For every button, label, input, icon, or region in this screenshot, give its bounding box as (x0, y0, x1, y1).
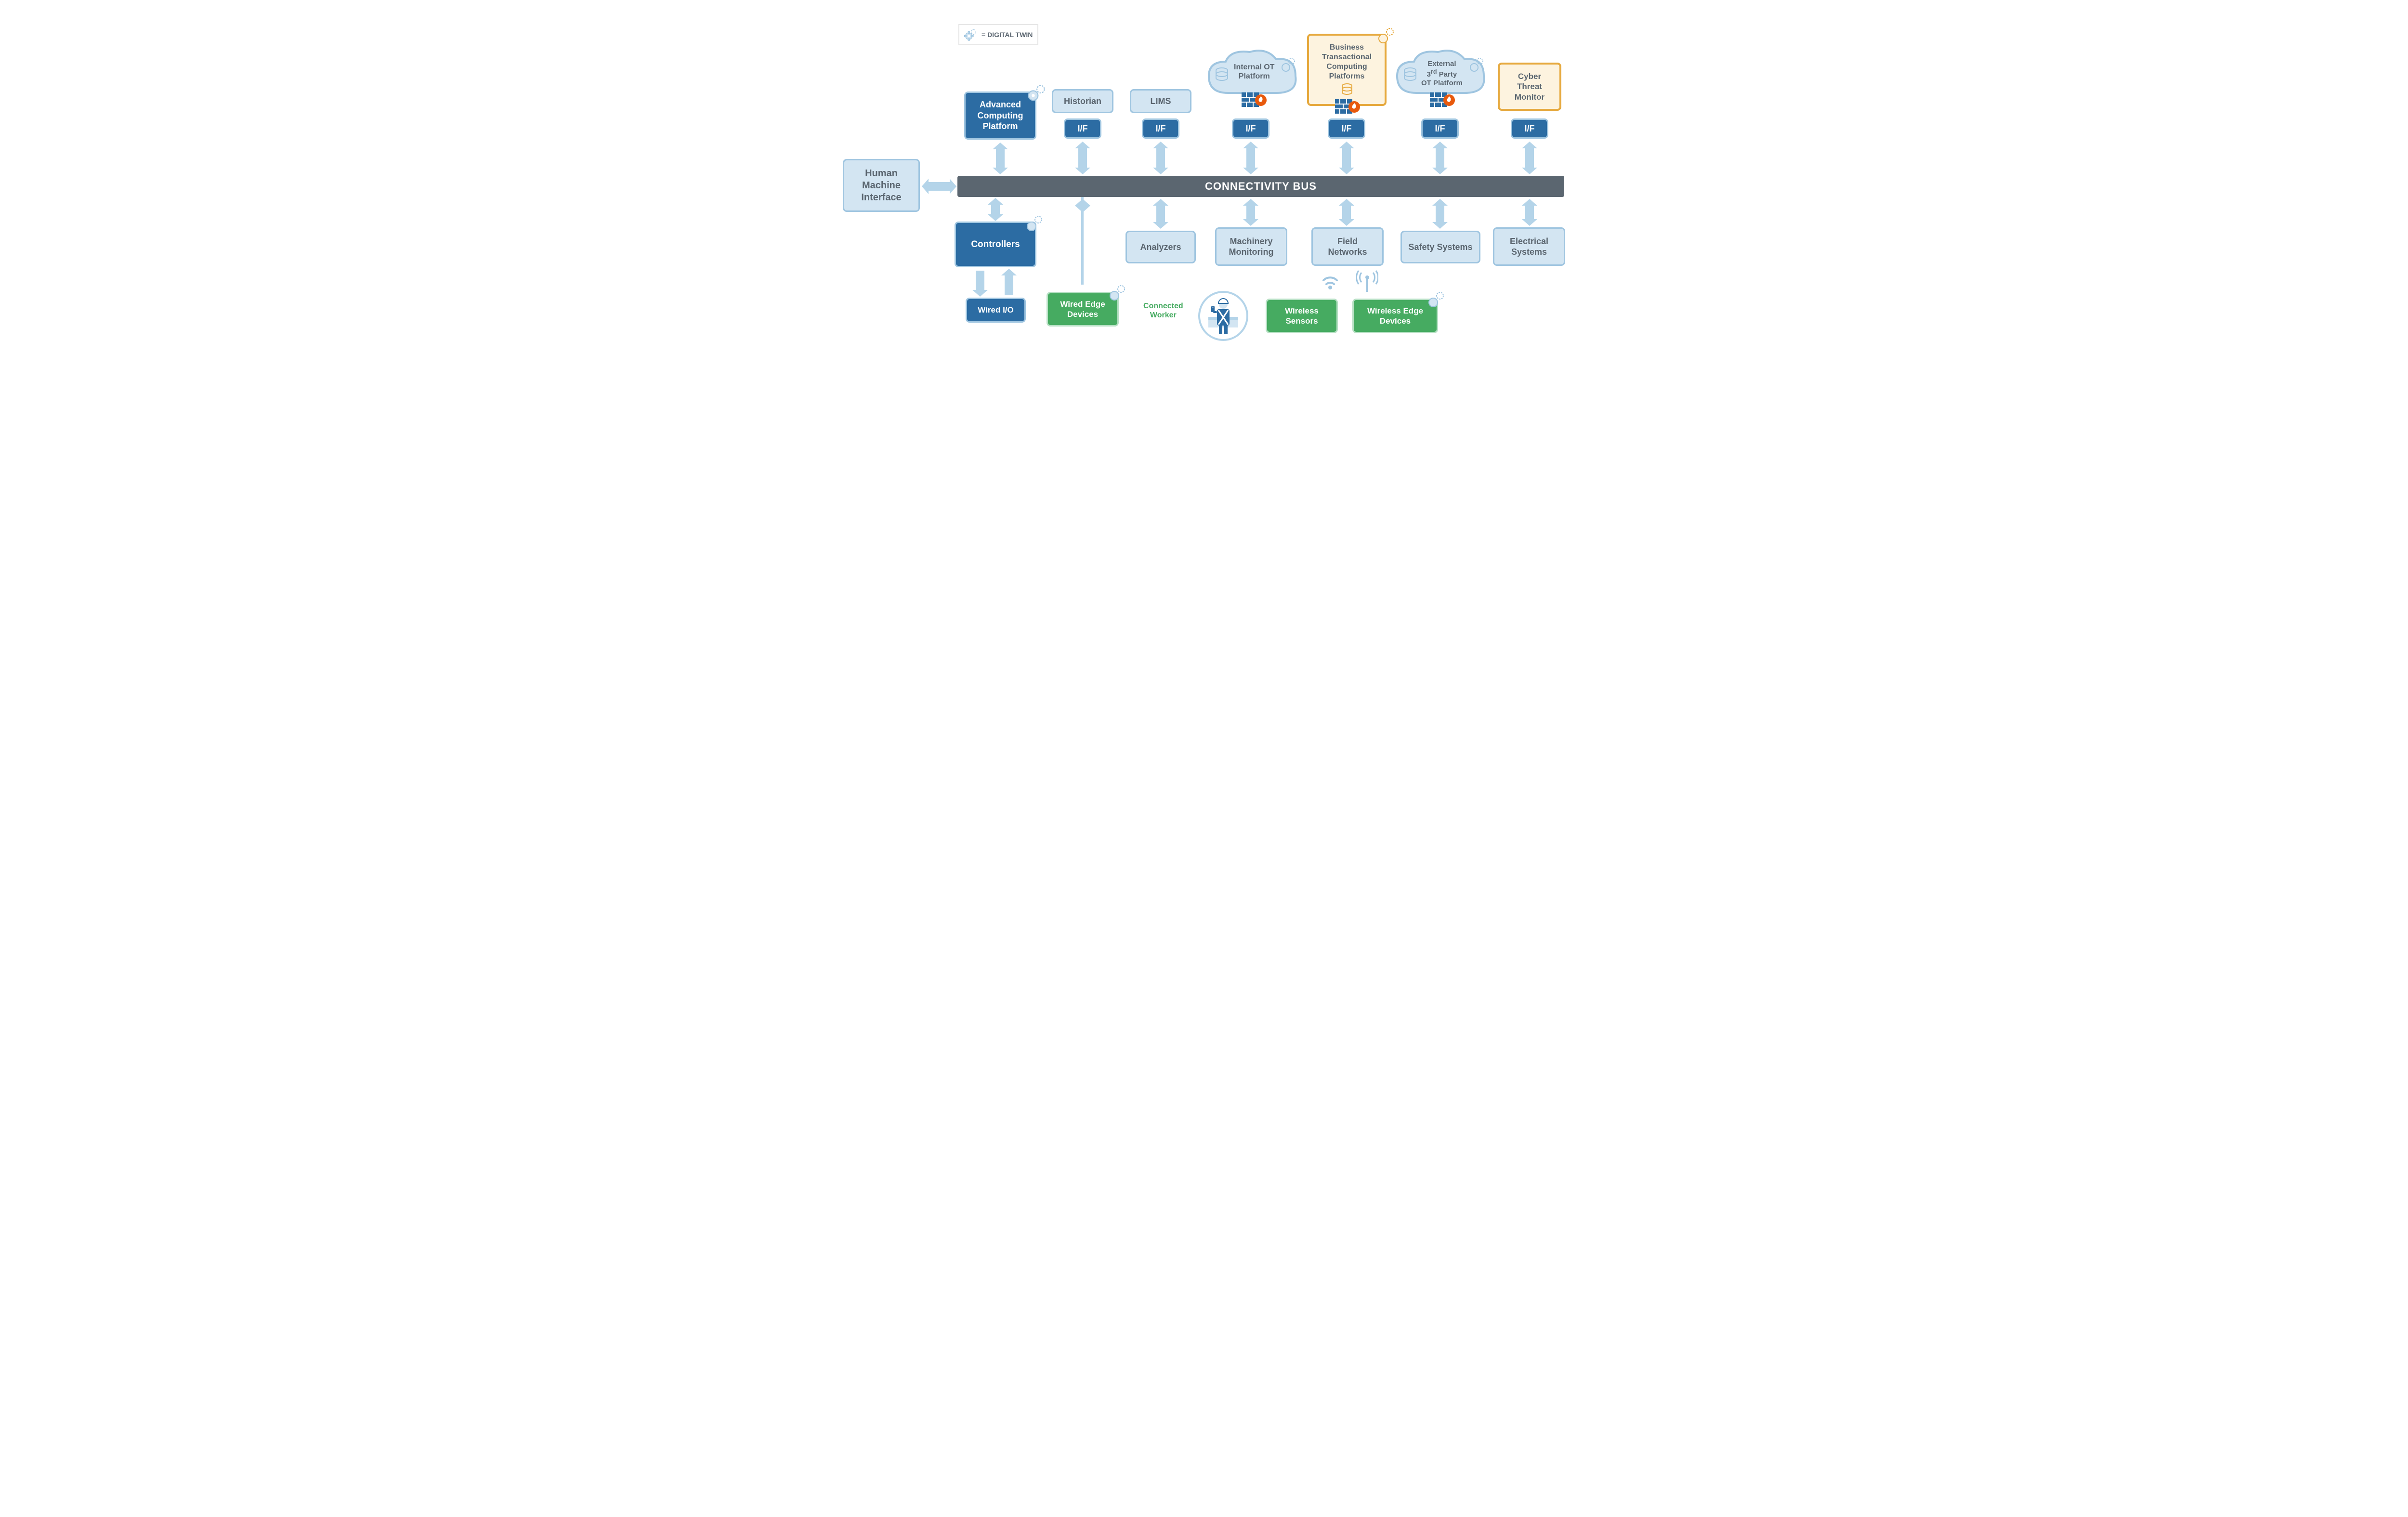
node-internal-ot: Internal OT Platform (1204, 47, 1300, 112)
arrow-hmi-bus (929, 182, 950, 191)
node-wired-io: Wired I/O (966, 298, 1026, 323)
antenna-icon (1356, 270, 1378, 294)
node-if-1: I/F (1064, 118, 1101, 139)
database-icon (1215, 67, 1229, 84)
arrow-wiredio-controllers-up (1005, 275, 1013, 295)
firewall-icon (1429, 89, 1456, 109)
arrow-bus-electrical (1525, 206, 1534, 219)
firewall-icon (1334, 95, 1361, 116)
gear-icon (1426, 290, 1447, 313)
gear-icon (1025, 214, 1046, 237)
node-if-5: I/F (1421, 118, 1459, 139)
bus-label: CONNECTIVITY BUS (1205, 180, 1317, 193)
gear-icon (1108, 283, 1128, 306)
btcp-label: Business Transactional Computing Platfor… (1322, 43, 1372, 81)
firewall-icon (1241, 89, 1268, 109)
arrow-bus-controllers (991, 205, 1000, 214)
arrow-bus-machinery (1246, 206, 1255, 219)
gear-icon (1467, 56, 1486, 74)
machinery-label: Machinery Monitoring (1229, 236, 1274, 258)
database-icon (1403, 67, 1417, 84)
historian-label: Historian (1064, 96, 1101, 107)
gear-icon (1376, 26, 1397, 49)
arrow-if3-bus (1246, 148, 1255, 168)
database-icon (1341, 83, 1353, 97)
legend-digital-twin: = DIGITAL TWIN (958, 24, 1038, 45)
arrow-if6-bus (1525, 148, 1534, 168)
node-safety: Safety Systems (1400, 231, 1480, 263)
node-if-3: I/F (1232, 118, 1269, 139)
electrical-label: Electrical Systems (1510, 236, 1548, 258)
wsens-label: Wireless Sensors (1285, 306, 1319, 327)
if4-label: I/F (1342, 123, 1352, 134)
node-field-networks: Field Networks (1311, 227, 1384, 266)
safety-label: Safety Systems (1408, 242, 1472, 253)
internal-ot-label: Internal OT Platform (1234, 63, 1274, 80)
connected-worker-icon (1198, 291, 1248, 341)
arrow-if1-bus (1078, 148, 1087, 168)
connectivity-bus: CONNECTIVITY BUS (957, 176, 1564, 197)
if1-label: I/F (1078, 123, 1088, 134)
if3-label: I/F (1246, 123, 1256, 134)
node-wireless-sensors: Wireless Sensors (1266, 299, 1338, 333)
cyber-label: Cyber Threat Monitor (1515, 71, 1544, 102)
advcomp-label: Advanced Computing Platform (978, 99, 1023, 132)
arrow-controllers-wiredio-down (976, 271, 984, 290)
controllers-label: Controllers (971, 239, 1020, 250)
fieldnet-label: Field Networks (1328, 236, 1367, 258)
node-analyzers: Analyzers (1125, 231, 1196, 263)
node-cyber-threat: Cyber Threat Monitor (1498, 63, 1561, 111)
lims-label: LIMS (1151, 96, 1171, 107)
connected-worker-label: Connected Worker (1143, 301, 1183, 320)
node-historian: Historian (1052, 89, 1113, 113)
wedge-label: Wireless Edge Devices (1367, 306, 1423, 327)
node-machinery: Machinery Monitoring (1215, 227, 1287, 266)
node-if-6: I/F (1511, 118, 1548, 139)
arrow-bus-analyzers (1156, 206, 1165, 222)
arrow-if4-bus (1342, 148, 1351, 168)
hmi-label: Human Machine Interface (861, 168, 901, 204)
wirededge-label: Wired Edge Devices (1060, 299, 1105, 320)
node-if-2: I/F (1142, 118, 1179, 139)
architecture-diagram: = DIGITAL TWIN CONNECTIVITY BUS Human Ma… (833, 10, 1575, 356)
arrow-bus-safety (1436, 206, 1444, 222)
gear-icon (1026, 83, 1047, 106)
legend-label: = DIGITAL TWIN (982, 31, 1033, 39)
analyzers-label: Analyzers (1140, 242, 1181, 253)
node-electrical: Electrical Systems (1493, 227, 1565, 266)
node-hmi: Human Machine Interface (843, 159, 920, 212)
node-controllers: Controllers (955, 222, 1036, 267)
arrow-advcomp-bus (996, 149, 1005, 168)
ext-ot-sup: rd (1431, 68, 1437, 75)
gear-icon (1279, 56, 1297, 74)
arrow-bus-fieldnet (1342, 206, 1351, 219)
arrow-if5-bus (1436, 148, 1444, 168)
wiredio-label: Wired I/O (978, 305, 1013, 315)
node-lims: LIMS (1130, 89, 1191, 113)
if5-label: I/F (1435, 123, 1445, 134)
gear-icon (964, 28, 978, 41)
node-wireless-edge: Wireless Edge Devices (1352, 299, 1438, 333)
node-if-4: I/F (1328, 118, 1365, 139)
connworker-label: Connected Worker (1143, 302, 1183, 319)
node-external-ot: External3rd PartyOT Platform (1392, 47, 1489, 112)
if6-label: I/F (1525, 123, 1535, 134)
wifi-icon (1321, 272, 1340, 291)
arrow-if2-bus (1156, 148, 1165, 168)
if2-label: I/F (1156, 123, 1166, 134)
